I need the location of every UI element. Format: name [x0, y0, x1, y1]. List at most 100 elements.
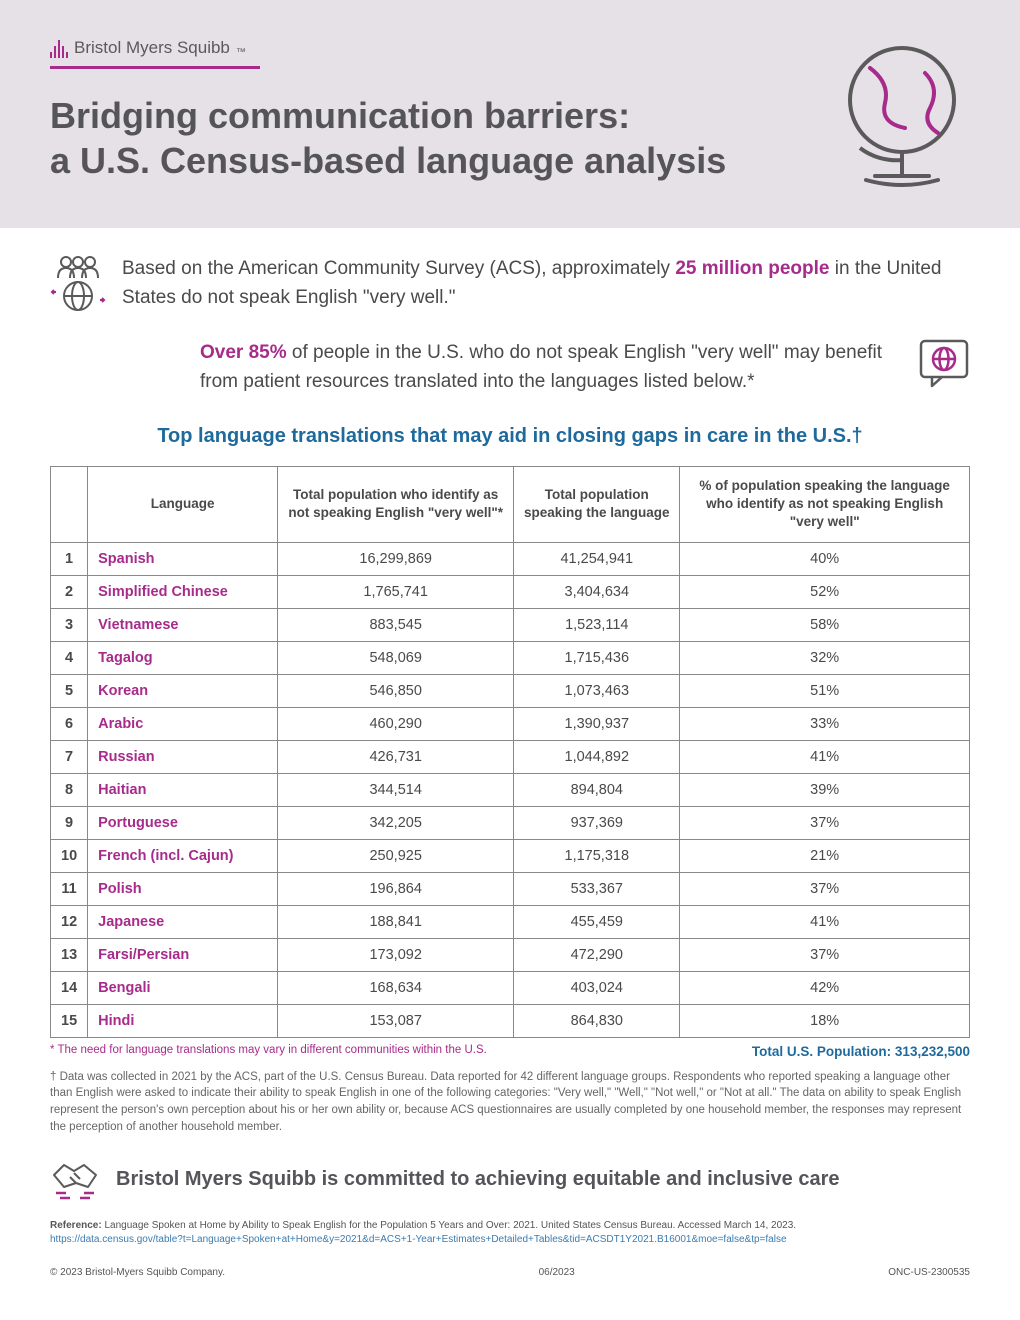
cell-pct: 42%	[680, 971, 970, 1004]
cell-total: 894,804	[514, 773, 680, 806]
cell-language: Spanish	[88, 542, 278, 575]
stat2-post: of people in the U.S. who do not speak E…	[200, 342, 882, 392]
cell-pct: 40%	[680, 542, 970, 575]
cell-total: 533,367	[514, 872, 680, 905]
cell-not-well: 460,290	[278, 707, 514, 740]
cell-not-well: 153,087	[278, 1004, 514, 1037]
globe-icon	[830, 38, 970, 198]
cell-not-well: 16,299,869	[278, 542, 514, 575]
cell-rank: 10	[51, 839, 88, 872]
page: Bristol Myers Squibb ™ Bridging communic…	[0, 0, 1020, 1320]
cell-pct: 58%	[680, 608, 970, 641]
cell-rank: 9	[51, 806, 88, 839]
people-globe-icon	[50, 254, 106, 314]
col-pct: % of population speaking the language wh…	[680, 466, 970, 542]
cell-total: 937,369	[514, 806, 680, 839]
cell-not-well: 173,092	[278, 938, 514, 971]
cell-total: 41,254,941	[514, 542, 680, 575]
stat1-highlight: 25 million people	[675, 258, 829, 279]
cell-not-well: 1,765,741	[278, 575, 514, 608]
footnote-row: * The need for language translations may…	[50, 1044, 970, 1059]
table-row: 6Arabic460,2901,390,93733%	[51, 707, 970, 740]
table-row: 15Hindi153,087864,83018%	[51, 1004, 970, 1037]
cell-rank: 1	[51, 542, 88, 575]
cell-language: Russian	[88, 740, 278, 773]
cell-not-well: 546,850	[278, 674, 514, 707]
commitment-text: Bristol Myers Squibb is committed to ach…	[116, 1168, 840, 1191]
cell-rank: 5	[51, 674, 88, 707]
header-band: Bristol Myers Squibb ™ Bridging communic…	[0, 0, 1020, 228]
cell-language: Korean	[88, 674, 278, 707]
table-row: 4Tagalog548,0691,715,43632%	[51, 641, 970, 674]
col-not-well: Total population who identify as not spe…	[278, 466, 514, 542]
cell-pct: 37%	[680, 872, 970, 905]
cell-pct: 37%	[680, 938, 970, 971]
cell-pct: 39%	[680, 773, 970, 806]
cell-rank: 11	[51, 872, 88, 905]
cell-rank: 8	[51, 773, 88, 806]
cell-rank: 15	[51, 1004, 88, 1037]
cell-language: Vietnamese	[88, 608, 278, 641]
footnote-left: * The need for language translations may…	[50, 1044, 487, 1059]
reference-label: Reference:	[50, 1220, 102, 1231]
cell-language: Tagalog	[88, 641, 278, 674]
table-row: 8Haitian344,514894,80439%	[51, 773, 970, 806]
stat1-text: Based on the American Community Survey (…	[122, 254, 970, 313]
table-row: 7Russian426,7311,044,89241%	[51, 740, 970, 773]
cell-pct: 41%	[680, 905, 970, 938]
cell-rank: 13	[51, 938, 88, 971]
cell-not-well: 196,864	[278, 872, 514, 905]
long-footnote: † Data was collected in 2021 by the ACS,…	[50, 1069, 970, 1136]
cell-not-well: 250,925	[278, 839, 514, 872]
cell-pct: 32%	[680, 641, 970, 674]
cell-total: 455,459	[514, 905, 680, 938]
cell-pct: 33%	[680, 707, 970, 740]
table-row: 11Polish196,864533,36737%	[51, 872, 970, 905]
cell-total: 403,024	[514, 971, 680, 1004]
cell-pct: 18%	[680, 1004, 970, 1037]
cell-rank: 3	[51, 608, 88, 641]
table-row: 13Farsi/Persian173,092472,29037%	[51, 938, 970, 971]
title-line1: Bridging communication barriers:	[50, 95, 630, 136]
stat2-text: Over 85% of people in the U.S. who do no…	[200, 338, 900, 397]
cell-language: Hindi	[88, 1004, 278, 1037]
footnote-right: Total U.S. Population: 313,232,500	[752, 1044, 970, 1059]
brand-logo: Bristol Myers Squibb ™	[50, 38, 830, 58]
cell-language: Haitian	[88, 773, 278, 806]
header-left: Bristol Myers Squibb ™ Bridging communic…	[50, 38, 830, 183]
total-pop-label: Total U.S. Population:	[752, 1044, 895, 1059]
cell-total: 472,290	[514, 938, 680, 971]
cell-language: French (incl. Cajun)	[88, 839, 278, 872]
bottom-row: © 2023 Bristol-Myers Squibb Company. 06/…	[50, 1267, 970, 1278]
cell-language: Polish	[88, 872, 278, 905]
reference-link: https://data.census.gov/table?t=Language…	[50, 1234, 787, 1245]
cell-language: Farsi/Persian	[88, 938, 278, 971]
cell-language: Portuguese	[88, 806, 278, 839]
cell-language: Simplified Chinese	[88, 575, 278, 608]
cell-not-well: 188,841	[278, 905, 514, 938]
language-table: Language Total population who identify a…	[50, 466, 970, 1038]
brand-name: Bristol Myers Squibb	[74, 38, 230, 58]
table-row: 1Spanish16,299,86941,254,94140%	[51, 542, 970, 575]
reference-body: Language Spoken at Home by Ability to Sp…	[102, 1220, 796, 1231]
cell-language: Arabic	[88, 707, 278, 740]
cell-pct: 52%	[680, 575, 970, 608]
cell-total: 1,073,463	[514, 674, 680, 707]
cell-not-well: 342,205	[278, 806, 514, 839]
cell-language: Bengali	[88, 971, 278, 1004]
table-row: 10French (incl. Cajun)250,9251,175,31821…	[51, 839, 970, 872]
cell-total: 864,830	[514, 1004, 680, 1037]
chat-globe-icon	[918, 338, 970, 390]
cell-not-well: 168,634	[278, 971, 514, 1004]
commitment-row: Bristol Myers Squibb is committed to ach…	[50, 1157, 970, 1201]
total-pop-value: 313,232,500	[895, 1044, 970, 1059]
cell-pct: 41%	[680, 740, 970, 773]
cell-language: Japanese	[88, 905, 278, 938]
copyright: © 2023 Bristol-Myers Squibb Company.	[50, 1267, 225, 1278]
content: Based on the American Community Survey (…	[0, 228, 1020, 1298]
col-rank	[51, 466, 88, 542]
title-line2: a U.S. Census-based language analysis	[50, 140, 726, 181]
cell-rank: 12	[51, 905, 88, 938]
cell-rank: 6	[51, 707, 88, 740]
table-row: 9Portuguese342,205937,36937%	[51, 806, 970, 839]
